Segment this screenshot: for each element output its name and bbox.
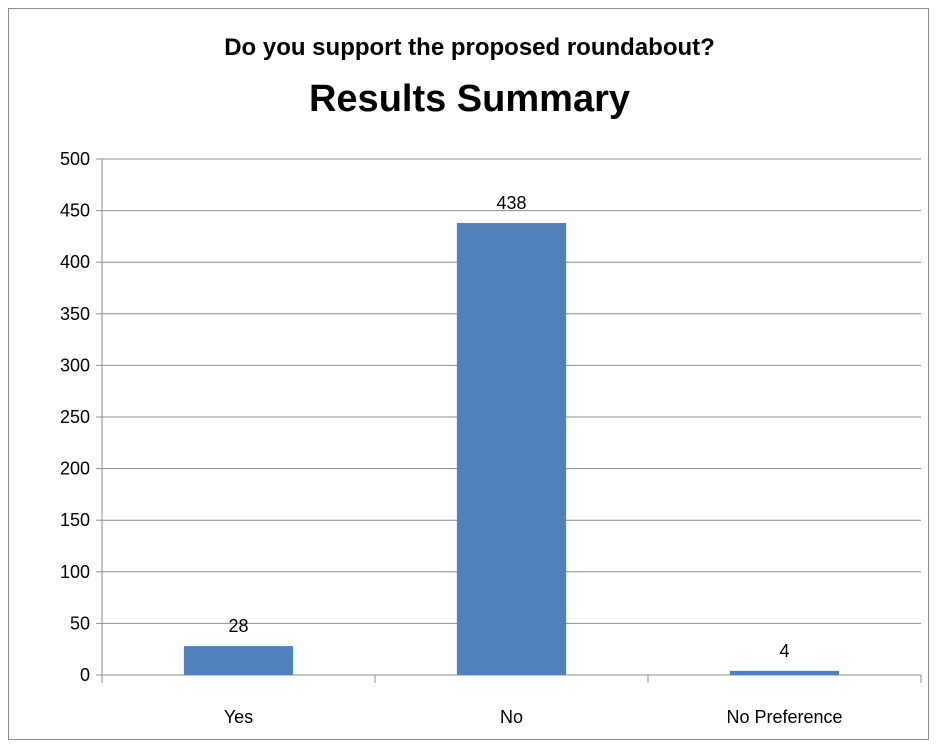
x-tick-label: No Preference <box>726 707 842 727</box>
y-tick-label: 200 <box>60 459 90 479</box>
chart-subtitle: Results Summary <box>308 78 630 120</box>
y-tick-label: 150 <box>60 510 90 530</box>
x-tick-label: No <box>500 707 523 727</box>
y-tick-label: 450 <box>60 201 90 221</box>
bar <box>183 646 294 675</box>
data-label: 28 <box>228 616 248 636</box>
chart-title: Do you support the proposed roundabout? <box>224 34 715 61</box>
y-tick-label: 100 <box>60 562 90 582</box>
y-tick-label: 300 <box>60 355 90 375</box>
y-tick-label: 500 <box>60 149 90 169</box>
x-tick-label: Yes <box>224 707 253 727</box>
y-tick-label: 400 <box>60 252 90 272</box>
bar <box>729 670 840 675</box>
y-tick-label: 250 <box>60 407 90 427</box>
bar <box>456 222 567 675</box>
y-tick-label: 0 <box>80 665 90 685</box>
data-label: 4 <box>779 641 789 661</box>
y-tick-label: 50 <box>70 613 90 633</box>
data-label: 438 <box>496 193 526 213</box>
y-tick-label: 350 <box>60 304 90 324</box>
